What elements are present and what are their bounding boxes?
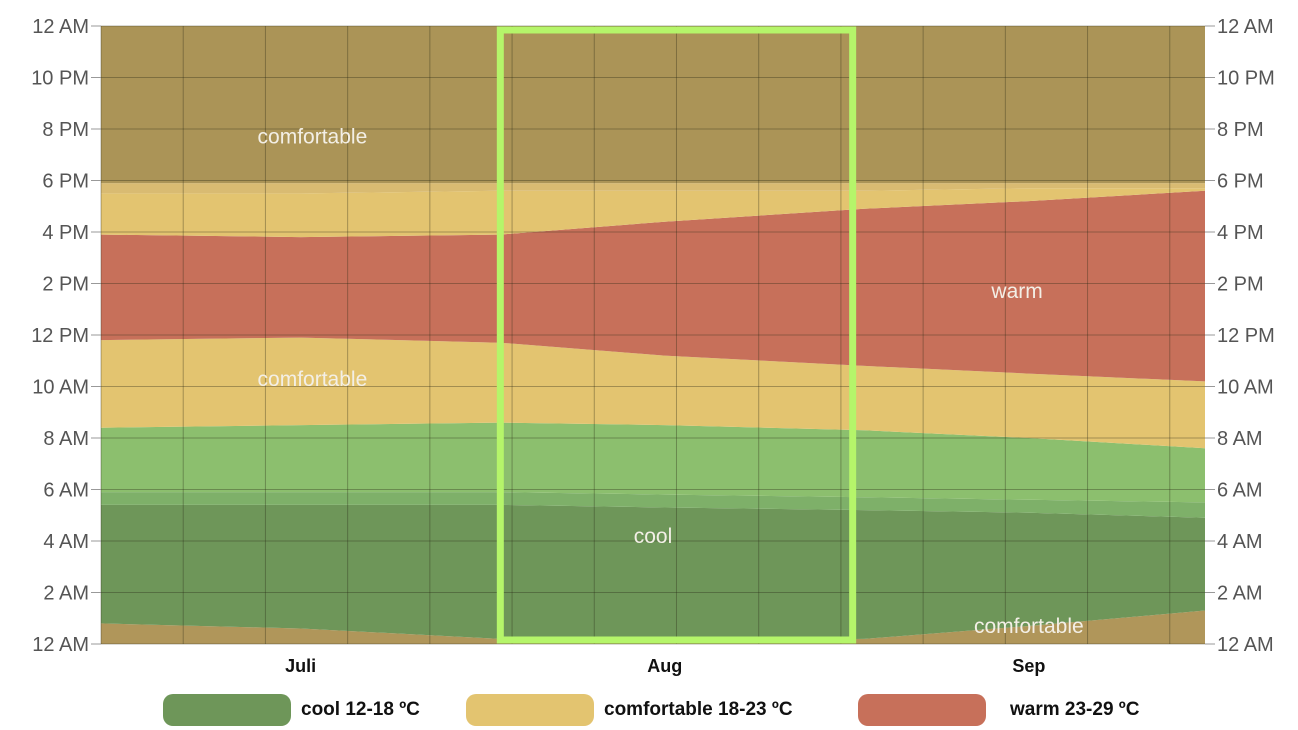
x-month-label-0: Juli bbox=[285, 656, 316, 676]
y-tick-label-right-0: 12 AM bbox=[1217, 634, 1274, 656]
band-comfortable-6 bbox=[101, 188, 1205, 238]
bands-layer bbox=[101, 26, 1205, 644]
y-tick-label-left-5: 10 AM bbox=[32, 377, 89, 399]
band-label-warm-2: warm bbox=[990, 280, 1042, 303]
x-month-label-2: Sep bbox=[1012, 656, 1045, 676]
label-layer: comfortable comfortable warm cool comfortabl… bbox=[258, 126, 1084, 638]
y-tick-label-left-7: 2 PM bbox=[42, 274, 89, 296]
band-comfortable-0 bbox=[101, 610, 1205, 644]
highlight-box bbox=[496, 26, 857, 644]
y-tick-label-left-11: 10 PM bbox=[31, 68, 89, 90]
band-label-comfortable-1: comfortable bbox=[258, 368, 368, 391]
y-tick-label-left-0: 12 AM bbox=[32, 634, 89, 656]
band-label-comfortable-0: comfortable bbox=[258, 126, 368, 149]
y-tick-label-right-11: 10 PM bbox=[1217, 68, 1275, 90]
y-tick-label-left-10: 8 PM bbox=[42, 119, 89, 141]
y-tick-label-right-9: 6 PM bbox=[1217, 171, 1264, 193]
y-tick-label-left-9: 6 PM bbox=[42, 171, 89, 193]
band-cool-1 bbox=[101, 504, 1205, 642]
y-tick-label-left-8: 4 PM bbox=[42, 222, 89, 244]
y-tick-label-right-2: 4 AM bbox=[1217, 531, 1263, 553]
legend-item-warm: warm 23-29 ºC bbox=[858, 694, 1139, 726]
band-label-cool-3: cool bbox=[634, 525, 673, 548]
y-tick-label-right-6: 12 PM bbox=[1217, 325, 1275, 347]
highlight-layer bbox=[496, 26, 857, 644]
band-cool-2 bbox=[101, 492, 1205, 518]
band-comfortable-7 bbox=[101, 183, 1205, 194]
band-warm-5 bbox=[101, 190, 1205, 382]
y-tick-label-right-7: 2 PM bbox=[1217, 274, 1264, 296]
y-tick-label-left-2: 4 AM bbox=[43, 531, 89, 553]
band-label-comfortable-4: comfortable bbox=[974, 615, 1084, 638]
y-tick-label-right-8: 4 PM bbox=[1217, 222, 1264, 244]
legend-label-cool: cool 12-18 ºC bbox=[301, 699, 420, 720]
y-tick-label-left-12: 12 AM bbox=[32, 16, 89, 38]
y-tick-label-left-1: 2 AM bbox=[43, 583, 89, 605]
legend-label-warm: warm 23-29 ºC bbox=[1010, 699, 1140, 720]
legend-label-comfortable: comfortable 18-23 ºC bbox=[604, 699, 793, 720]
grid-layer bbox=[100, 25, 1205, 645]
y-tick-label-right-12: 12 AM bbox=[1217, 16, 1274, 38]
legend-swatch-comfortable bbox=[466, 694, 594, 726]
legend-swatch-warm bbox=[858, 694, 986, 726]
band-comfortable-8 bbox=[101, 26, 1205, 184]
band-cool-3 bbox=[101, 422, 1205, 503]
y-tick-label-right-5: 10 AM bbox=[1217, 377, 1274, 399]
legend-item-comfortable: comfortable 18-23 ºC bbox=[466, 694, 793, 726]
band-comfortable-4 bbox=[101, 337, 1205, 449]
legend: cool 12-18 ºC comfortable 18-23 ºC warm … bbox=[0, 690, 1298, 730]
y-tick-label-right-3: 6 AM bbox=[1217, 480, 1263, 502]
x-month-label-1: Aug bbox=[647, 656, 682, 676]
y-tick-label-right-1: 2 AM bbox=[1217, 583, 1263, 605]
y-tick-label-left-3: 6 AM bbox=[43, 480, 89, 502]
y-tick-label-left-4: 8 AM bbox=[43, 428, 89, 450]
y-tick-label-right-4: 8 AM bbox=[1217, 428, 1263, 450]
y-tick-label-right-10: 8 PM bbox=[1217, 119, 1264, 141]
axis-layer: 12 AM 12 AM 2 AM 2 AM 4 AM 4 AM 6 AM 6 AM 8 AM 8 … bbox=[31, 16, 1275, 676]
y-tick-label-left-6: 12 PM bbox=[31, 325, 89, 347]
weather-chart: 12 AM 12 AM 2 AM 2 AM 4 AM 4 AM 6 AM 6 AM 8 AM 8 … bbox=[31, 16, 1275, 676]
legend-swatch-cool bbox=[163, 694, 291, 726]
legend-item-cool: cool 12-18 ºC bbox=[163, 694, 420, 726]
